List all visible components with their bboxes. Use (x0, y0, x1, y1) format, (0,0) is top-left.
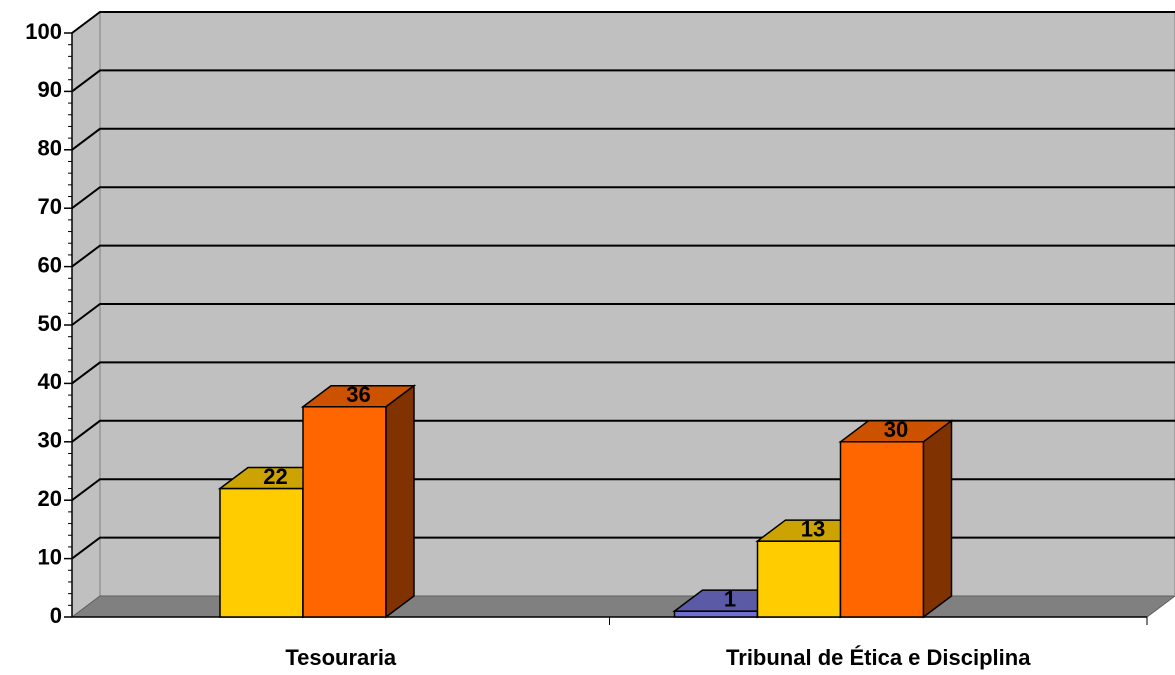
bar-front (673, 610, 759, 618)
grid-line (71, 419, 1175, 443)
bar-side (385, 384, 415, 619)
grid-line (71, 11, 1175, 34)
grid-line (71, 186, 1175, 209)
grid-line (71, 127, 1175, 151)
bar-front (219, 487, 304, 618)
grid-line (71, 69, 1175, 93)
bar (838, 419, 954, 619)
y-tick-label: 80 (38, 136, 62, 161)
data-label: 13 (801, 516, 825, 541)
grid-line (71, 478, 1175, 502)
data-label: 30 (884, 417, 908, 442)
bar (300, 384, 417, 619)
y-tick-label: 70 (38, 194, 62, 219)
grid-line (71, 361, 1175, 385)
y-tick-label: 50 (38, 311, 62, 336)
bar-front (756, 540, 842, 618)
grid-line (71, 244, 1175, 268)
data-label: 36 (346, 382, 370, 407)
y-tick-label: 100 (25, 19, 62, 44)
y-tick-label: 90 (38, 77, 62, 102)
x-tick-label: Tesouraria (285, 645, 397, 670)
y-tick-label: 40 (38, 369, 62, 394)
bar-side (922, 419, 953, 619)
y-tick-label: 10 (38, 544, 62, 569)
x-tick-label: Tribunal de Ética e Disciplina (726, 645, 1031, 670)
y-tick-label: 30 (38, 428, 62, 453)
y-tick-label: 60 (38, 252, 62, 277)
bar-front (302, 406, 387, 618)
y-tick-label: 0 (50, 603, 62, 628)
y-tick-label: 20 (38, 486, 62, 511)
data-label: 22 (263, 464, 287, 489)
grid-line (71, 303, 1175, 326)
data-label: 1 (724, 586, 736, 611)
bar-front (839, 441, 925, 618)
